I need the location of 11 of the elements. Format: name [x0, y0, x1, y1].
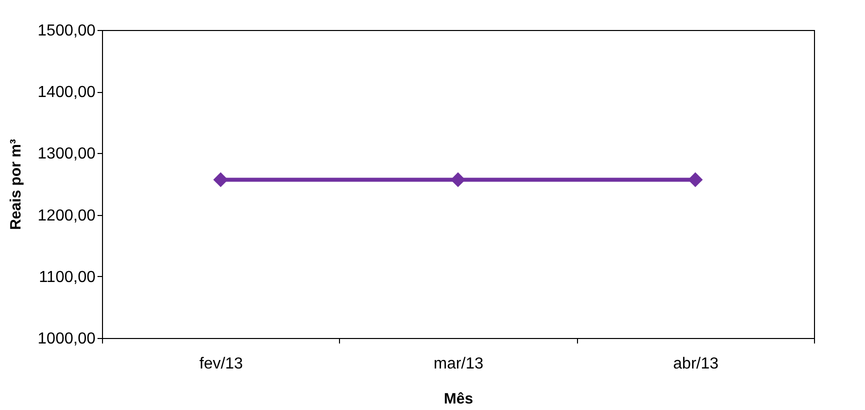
x-tick-label: mar/13: [434, 356, 484, 372]
y-tick-label: 1000,00: [38, 330, 96, 348]
y-axis-title: Reais por m³: [8, 139, 25, 230]
x-axis-title: Mês: [444, 390, 474, 408]
y-tick-label: 1100,00: [38, 268, 96, 286]
y-tick-label: 1400,00: [38, 84, 96, 102]
x-tick-label: fev/13: [199, 356, 244, 372]
x-tick-label: abr/13: [673, 356, 719, 372]
y-tick-label: 1300,00: [38, 146, 96, 163]
y-tick-label: 1500,00: [38, 22, 96, 40]
y-tick-label: 1200,00: [38, 207, 96, 224]
